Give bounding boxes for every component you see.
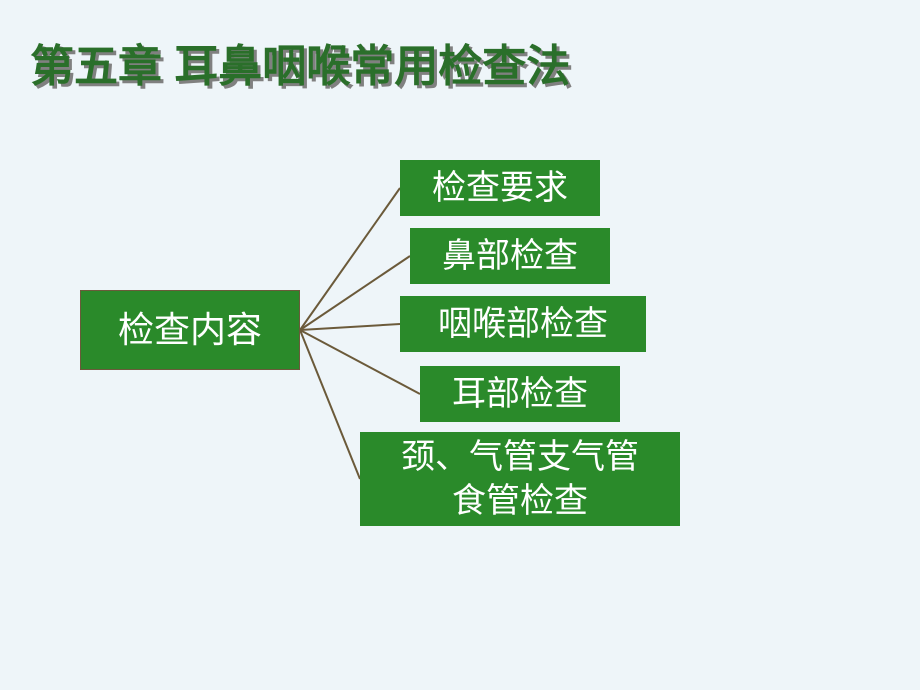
child-node-1: 鼻部检查	[410, 228, 610, 284]
root-node: 检查内容	[80, 290, 300, 370]
child-node-0: 检查要求	[400, 160, 600, 216]
child-node-label: 颈、气管支气管食管检查	[401, 435, 639, 523]
child-node-label: 耳部检查	[452, 372, 588, 416]
root-node-label: 检查内容	[118, 307, 262, 354]
child-node-label: 检查要求	[432, 166, 568, 210]
child-node-4: 颈、气管支气管食管检查	[360, 432, 680, 526]
child-node-2: 咽喉部检查	[400, 296, 646, 352]
child-node-3: 耳部检查	[420, 366, 620, 422]
child-node-label: 咽喉部检查	[438, 302, 608, 346]
page-title: 第五章 耳鼻咽喉常用检查法	[30, 30, 570, 94]
child-node-label: 鼻部检查	[442, 234, 578, 278]
